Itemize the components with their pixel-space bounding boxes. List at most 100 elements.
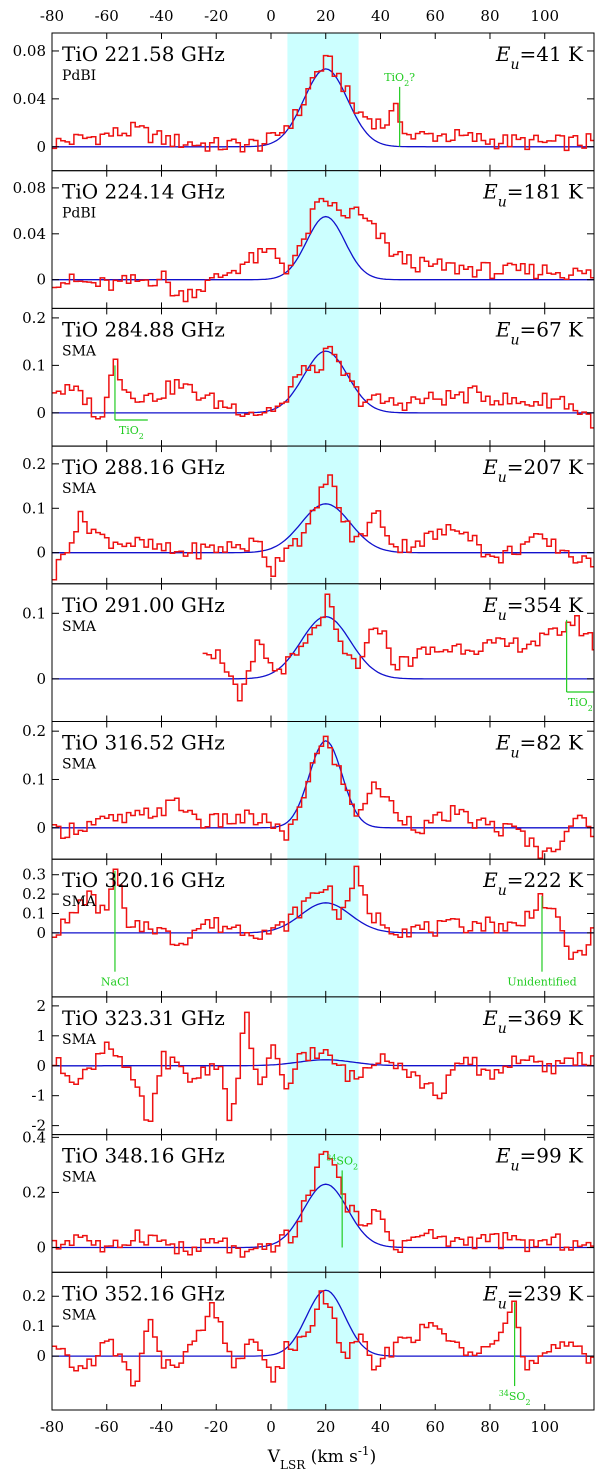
velocity-band — [287, 33, 359, 171]
eu-value: =41 K — [519, 42, 584, 66]
y-tick-label: 0.1 — [22, 356, 46, 374]
panel-instrument: SMA — [62, 619, 97, 635]
eu-symbol: E — [482, 593, 498, 617]
y-tick-label: 0.1 — [22, 905, 46, 923]
panel-energy-label: Eu=239 K — [482, 1281, 584, 1312]
x-tick-label-top: 100 — [530, 7, 559, 25]
y-tick-label: 0.1 — [22, 604, 46, 622]
spectrum-panel: 0 0.04 0.08 TiO 224.14 GHz PdBI Eu=181 K — [13, 170, 595, 309]
panel-instrument: SMA — [62, 1307, 97, 1323]
annotation-label: 34SO2 — [499, 1389, 531, 1407]
spectrum-line — [52, 54, 594, 153]
y-tick-label: 0 — [36, 1057, 46, 1075]
spectrum-panel: -2 -1 0 1 2 TiO 323.31 GHz SMA Eu=369 K — [31, 996, 595, 1136]
annotation-sub: 2 — [139, 431, 144, 440]
panel-energy-label: Eu=181 K — [482, 180, 584, 211]
eu-subscript: u — [510, 1159, 519, 1175]
spectrum-panel: 0 0.1 0.2 TiO 288.16 GHz SMA Eu=207 K — [22, 445, 595, 585]
panel-instrument: PdBI — [62, 206, 96, 222]
spectrum-line — [52, 197, 594, 303]
eu-symbol: E — [482, 1006, 498, 1030]
panel-instrument: SMA — [62, 894, 97, 910]
eu-value: =181 K — [507, 180, 584, 204]
annotation-sub: 2 — [404, 78, 409, 87]
annotation-text: SO — [509, 1390, 526, 1403]
annotation-label: NaCl — [101, 976, 130, 989]
panel-energy-label: Eu=207 K — [482, 455, 584, 486]
spectrum-line — [52, 345, 594, 429]
eu-symbol: E — [495, 1144, 511, 1168]
spectrum-line — [52, 1011, 594, 1122]
eu-value: =67 K — [519, 317, 584, 341]
y-tick-label: 0.08 — [13, 179, 46, 197]
velocity-band — [287, 583, 359, 722]
x-axis-title-sup: -1 — [358, 1444, 370, 1458]
panel-energy-label: Eu=41 K — [495, 42, 584, 73]
x-axis-title: VLSR (km s-1) — [267, 1444, 376, 1472]
y-tick-label: 0.2 — [22, 722, 46, 740]
x-tick-label-top: -80 — [40, 7, 64, 25]
annotation-text: Unidentified — [507, 976, 576, 989]
panel-energy-label: Eu=369 K — [482, 1006, 584, 1037]
x-axis-title-close: ) — [370, 1447, 377, 1467]
eu-subscript: u — [498, 1296, 507, 1312]
panel-frame — [51, 1271, 595, 1411]
x-tick-label-bottom: 0 — [266, 1418, 276, 1436]
annotation-text: NaCl — [101, 976, 130, 989]
panel-instrument: SMA — [62, 1170, 97, 1186]
y-tick-label: 0.1 — [22, 1317, 46, 1335]
spectrum-panel: 34SO2 0 0.1 0.2 TiO 352.16 GHz SMA Eu=239 K — [22, 1271, 595, 1411]
annotation-text: TiO — [568, 696, 588, 709]
eu-symbol: E — [495, 731, 511, 755]
annotation-sub: 2 — [353, 1162, 358, 1171]
eu-value: =369 K — [507, 1006, 584, 1030]
x-tick-label-bottom: -40 — [149, 1418, 173, 1436]
y-tick-label: 0.2 — [22, 455, 46, 473]
x-tick-label-top: 20 — [316, 7, 335, 25]
spectrum-panel: 0 0.1 0.2 TiO 316.52 GHz SMA Eu=82 K — [22, 721, 595, 860]
y-tick-label: -1 — [31, 1087, 46, 1105]
annotation-sub: 2 — [525, 1398, 530, 1407]
spectrum-panel: TiO2 0 0.1 0.2 TiO 284.88 GHz SMA Eu=67 K — [22, 307, 595, 447]
y-tick-label: 0 — [36, 544, 46, 562]
spectrum-panel: TiO2 0 0.1 TiO 291.00 GHz SMA Eu=354 K — [22, 583, 595, 722]
annotation-label: TiO2 — [119, 424, 144, 441]
x-tick-label-bottom: 80 — [480, 1418, 499, 1436]
annotation-text: TiO — [119, 424, 139, 437]
x-tick-label-top: -60 — [95, 7, 119, 25]
x-tick-label-bottom: -60 — [95, 1418, 119, 1436]
spectrum-panel: NaCl Unidentified 00.1 0.20.3 TiO 320.16 GHz… — [22, 858, 595, 998]
eu-symbol: E — [482, 868, 498, 892]
y-tick-label: 2 — [36, 997, 46, 1015]
panel-energy-label: Eu=354 K — [482, 593, 584, 624]
x-axis-title-v: V — [267, 1447, 281, 1467]
y-tick-label: 0.2 — [22, 1183, 46, 1201]
panel-title: TiO 316.52 GHz — [62, 731, 225, 755]
eu-subscript: u — [498, 470, 507, 486]
spectrum-line — [202, 593, 594, 702]
eu-symbol: E — [495, 317, 511, 341]
x-tick-label-bottom: -20 — [204, 1418, 228, 1436]
y-tick-label: 0.2 — [22, 1287, 46, 1305]
x-tick-label-top: 60 — [426, 7, 445, 25]
eu-subscript: u — [498, 1021, 507, 1037]
spectrum-line — [52, 1290, 594, 1387]
eu-subscript: u — [510, 332, 519, 348]
x-axis-title-sub: LSR — [280, 1458, 306, 1472]
x-tick-label-top: 80 — [480, 7, 499, 25]
y-tick-label: 1 — [36, 1027, 46, 1045]
spectrum-line — [52, 865, 594, 960]
gaussian-fit-line — [52, 902, 594, 934]
panel-instrument: SMA — [62, 481, 97, 497]
annotation-label: TiO2 — [568, 696, 593, 713]
annotation-sup: 34 — [326, 1153, 336, 1162]
velocity-band — [287, 859, 359, 997]
eu-symbol: E — [482, 180, 498, 204]
eu-subscript: u — [498, 608, 507, 624]
eu-subscript: u — [510, 57, 519, 73]
annotation-label: TiO2? — [384, 71, 415, 88]
velocity-band — [287, 996, 359, 1135]
eu-symbol: E — [482, 455, 498, 479]
x-tick-label-bottom: 20 — [316, 1418, 335, 1436]
